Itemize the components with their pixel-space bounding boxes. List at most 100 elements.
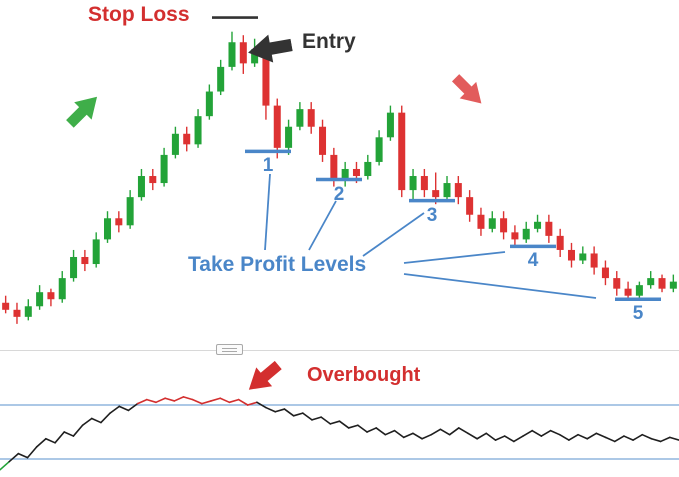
- candle-body: [36, 292, 44, 307]
- oscillator-segment: [63, 431, 75, 437]
- oscillator-segment: [210, 397, 222, 402]
- oscillator-segment: [558, 433, 570, 441]
- oscillator-segment: [274, 408, 286, 413]
- oscillator-segment: [650, 437, 662, 443]
- candle-body: [2, 302, 10, 310]
- oscillator-segment: [375, 427, 387, 436]
- oscillator-segment: [549, 429, 561, 436]
- oscillator-segment: [540, 429, 552, 437]
- candle-body: [432, 190, 440, 198]
- candle-body: [296, 109, 304, 127]
- candle-body: [228, 42, 236, 67]
- oscillator-segment: [338, 420, 350, 429]
- candle-body: [330, 154, 338, 180]
- candle-body: [341, 168, 349, 180]
- oscillator-segment: [393, 429, 405, 439]
- candle-body: [477, 214, 485, 229]
- oscillator-segment: [118, 405, 130, 412]
- up-trend-arrow-shape: [66, 96, 98, 128]
- candle-body: [534, 221, 542, 229]
- oscillator-segment: [421, 433, 433, 440]
- oscillator-segment: [494, 435, 506, 441]
- candle-body: [273, 105, 281, 148]
- candle-body: [58, 278, 66, 300]
- oscillator-segment: [357, 424, 368, 433]
- tp-level-number-2: 2: [333, 183, 345, 205]
- candle-body: [511, 232, 519, 240]
- oscillator-segment: [292, 412, 304, 417]
- connector-line-1: [264, 173, 271, 251]
- candle-body: [24, 306, 32, 317]
- candle-body: [194, 116, 202, 145]
- oscillator-segment: [412, 432, 423, 440]
- entry-arrow-icon: [244, 29, 295, 68]
- oscillator-segment: [531, 429, 543, 437]
- oscillator-segment: [311, 416, 322, 421]
- oscillator-segment: [164, 397, 176, 402]
- candle-body: [47, 292, 55, 300]
- oscillator-panel[interactable]: Overbought: [0, 350, 679, 477]
- candle-body: [488, 218, 496, 229]
- down-trend-arrow-shape: [451, 74, 482, 104]
- stop-loss-label: Stop Loss: [88, 3, 190, 26]
- oscillator-segment: [568, 433, 579, 441]
- oscillator-segment: [577, 433, 589, 440]
- candle-body: [398, 112, 406, 191]
- oscillator-segment: [182, 396, 194, 401]
- candle-body: [375, 137, 383, 162]
- oscillator-segment: [320, 416, 332, 425]
- oscillator-segment: [347, 424, 359, 429]
- candle-body: [137, 176, 145, 198]
- oscillator-segment: [595, 432, 607, 439]
- candle-body: [183, 133, 191, 145]
- candle-body: [567, 249, 575, 261]
- candle-body: [92, 239, 100, 265]
- candle-body: [104, 218, 112, 240]
- candle-body: [624, 288, 632, 296]
- connector-line-3: [362, 212, 425, 257]
- connector-line-2: [308, 200, 337, 251]
- entry-label: Entry: [302, 30, 356, 53]
- candle-body: [160, 154, 168, 184]
- oscillator-segment: [146, 398, 157, 404]
- candle-body: [239, 42, 247, 64]
- candle-body: [81, 256, 89, 265]
- oscillator-segment: [669, 436, 679, 441]
- candle-body: [601, 267, 609, 279]
- candle-body: [590, 253, 598, 268]
- oscillator-segment: [237, 398, 249, 406]
- candle-body: [285, 126, 293, 148]
- down-trend-arrow-icon: [446, 68, 491, 113]
- candle-body: [613, 278, 621, 289]
- oscillator-segment: [659, 436, 671, 443]
- oscillator-segment: [641, 433, 653, 440]
- overbought-arrow-icon: [239, 354, 287, 401]
- panel-splitter-handle[interactable]: [216, 344, 243, 355]
- oscillator-segment: [72, 424, 84, 437]
- candle-body: [319, 126, 327, 155]
- candle-body: [466, 197, 474, 215]
- candle-body: [522, 228, 530, 240]
- oscillator-segment: [0, 460, 10, 471]
- oscillator-segment: [485, 432, 497, 441]
- oscillator-segment: [100, 412, 111, 424]
- candle-body: [658, 278, 666, 289]
- tp-level-number-4: 4: [527, 250, 539, 272]
- candle-body: [13, 309, 21, 317]
- tp-level-number-1: 1: [262, 155, 274, 177]
- candle-body: [217, 66, 225, 92]
- oscillator-segment: [155, 397, 166, 404]
- oscillator-segment: [467, 432, 478, 440]
- candle-body: [443, 183, 451, 198]
- tp-level-number-5: 5: [632, 303, 644, 325]
- oscillator-segment: [228, 398, 240, 404]
- annotation-overlay: [212, 16, 661, 301]
- oscillator-segment: [513, 435, 524, 443]
- oscillator-segment: [402, 432, 414, 439]
- oscillator-segment: [586, 432, 598, 440]
- oscillator-segment: [439, 428, 451, 436]
- oscillator-segment: [329, 420, 341, 425]
- oscillator-segment: [45, 437, 56, 444]
- price-chart-panel[interactable]: Stop Loss Entry Take Profit Levels 1 2 3 4 5: [0, 0, 679, 345]
